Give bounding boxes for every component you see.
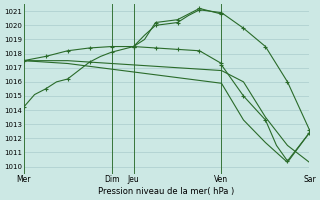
X-axis label: Pression niveau de la mer( hPa ): Pression niveau de la mer( hPa ) [98, 187, 235, 196]
